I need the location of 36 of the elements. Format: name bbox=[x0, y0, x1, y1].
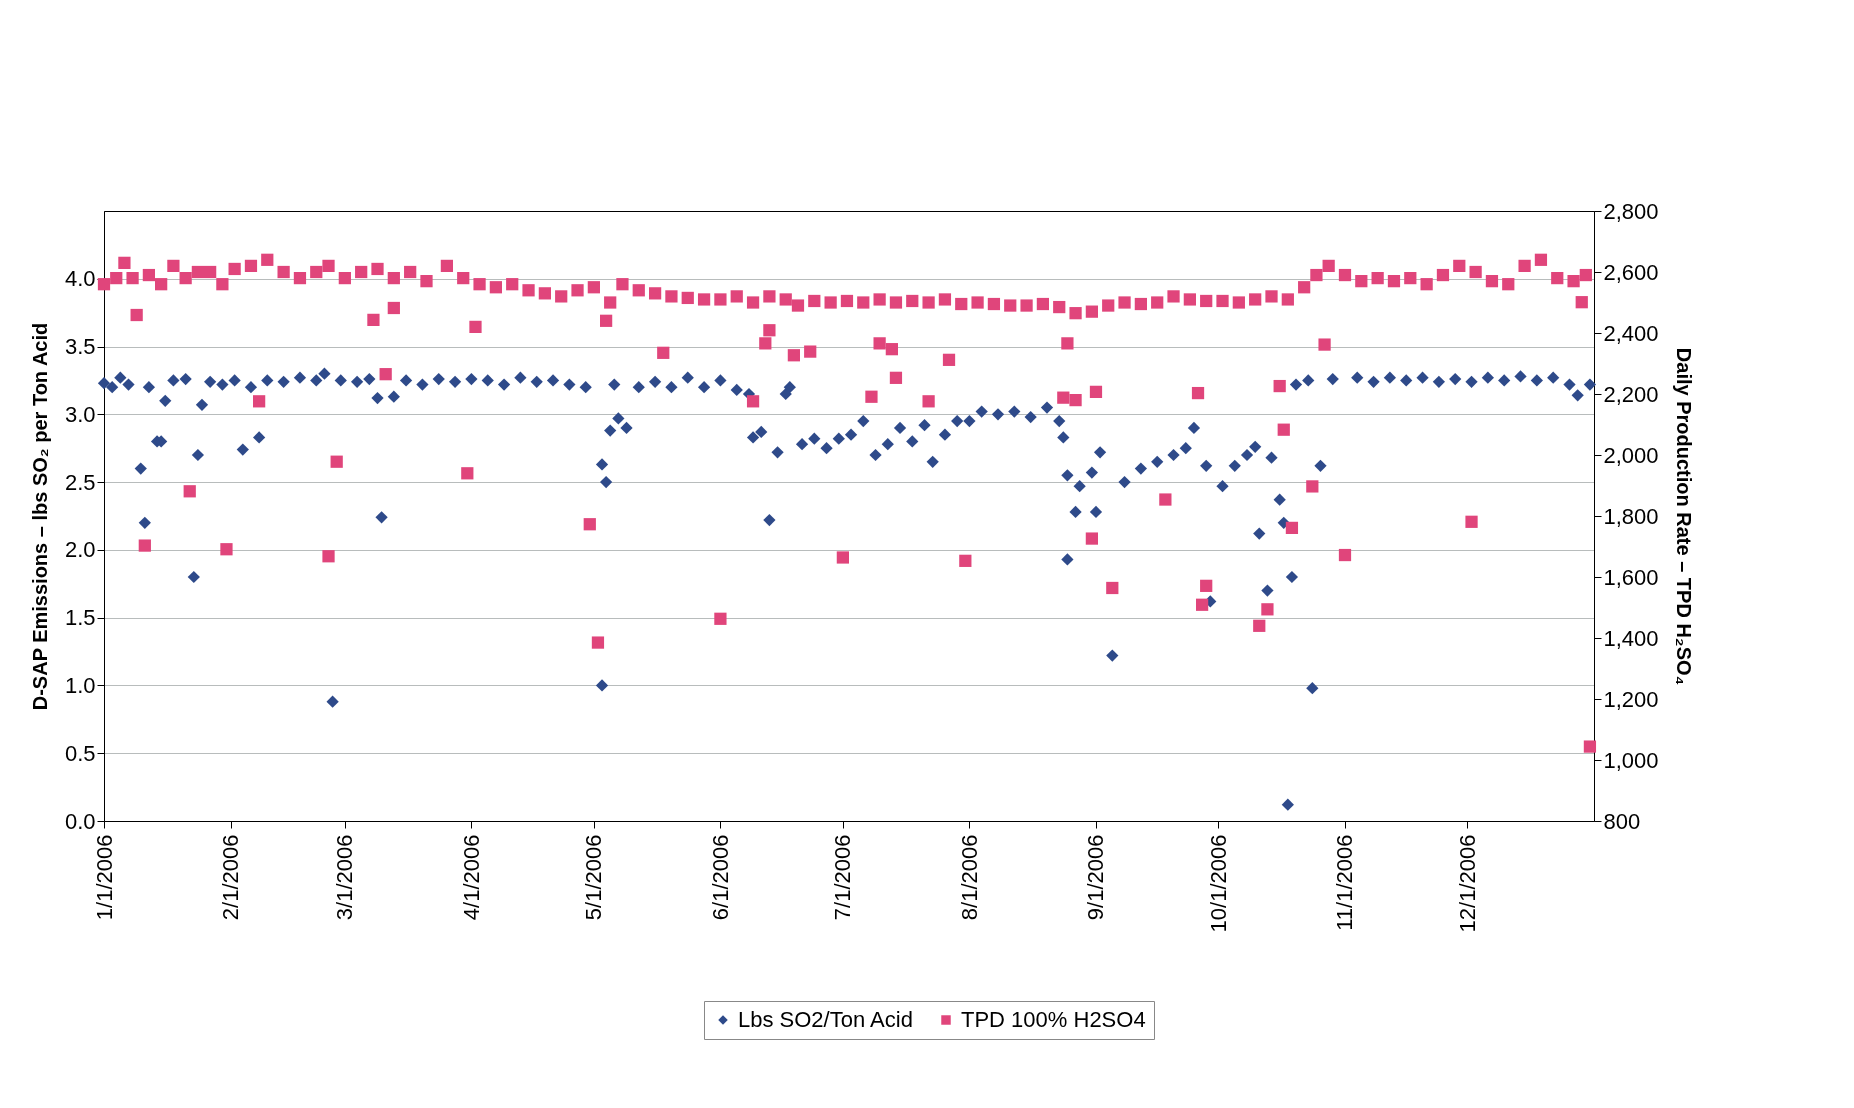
x-tick-label: 8/1/2006 bbox=[956, 834, 982, 921]
y-tick-label: 1.5 bbox=[64, 605, 96, 631]
legend-label: Lbs SO2/Ton Acid bbox=[738, 1007, 913, 1032]
y-tick-label: 3.0 bbox=[64, 401, 96, 427]
y-tick-label: 2.5 bbox=[64, 469, 96, 495]
x-tick-label: 7/1/2006 bbox=[830, 834, 856, 921]
y2-tick-label: 1,800 bbox=[1603, 503, 1659, 529]
y-tick-label: 0.5 bbox=[64, 740, 96, 766]
x-tick-label: 6/1/2006 bbox=[707, 834, 733, 921]
y2-tick-label: 1,600 bbox=[1603, 564, 1659, 590]
y2-tick-label: 2,200 bbox=[1603, 381, 1659, 407]
y2-axis-title: Daily Production Rate – TPD H₂SO₄ bbox=[1672, 347, 1695, 686]
y2-tick-label: 1,400 bbox=[1603, 625, 1659, 651]
y2-tick-label: 1,200 bbox=[1603, 686, 1659, 712]
y2-tick-label: 800 bbox=[1603, 808, 1641, 834]
legend-label: TPD 100% H2SO4 bbox=[961, 1007, 1146, 1032]
x-tick-label: 11/1/2006 bbox=[1332, 834, 1358, 931]
x-tick-label: 9/1/2006 bbox=[1083, 834, 1109, 921]
y-tick-label: 2.0 bbox=[64, 537, 96, 563]
x-tick-label: 10/1/2006 bbox=[1205, 834, 1231, 933]
y-tick-label: 3.5 bbox=[64, 334, 96, 360]
y-tick-label: 1.0 bbox=[64, 672, 96, 698]
y-tick-label: 4.0 bbox=[64, 266, 96, 292]
y-tick-label: 0.0 bbox=[64, 808, 96, 834]
y2-tick-label: 2,800 bbox=[1603, 198, 1659, 224]
x-tick-label: 1/1/2006 bbox=[91, 834, 117, 921]
x-tick-label: 2/1/2006 bbox=[218, 834, 244, 921]
y-axis-title: D-SAP Emissions – lbs SO₂ per Ton Acid bbox=[28, 322, 51, 711]
y2-tick-label: 1,000 bbox=[1603, 747, 1659, 773]
x-tick-label: 5/1/2006 bbox=[581, 834, 607, 921]
y2-tick-label: 2,400 bbox=[1603, 320, 1659, 346]
x-tick-label: 3/1/2006 bbox=[332, 834, 358, 921]
x-tick-label: 4/1/2006 bbox=[458, 834, 484, 921]
y2-tick-label: 2,600 bbox=[1603, 259, 1659, 285]
y2-tick-label: 2,000 bbox=[1603, 442, 1659, 468]
x-tick-label: 12/1/2006 bbox=[1454, 834, 1480, 933]
